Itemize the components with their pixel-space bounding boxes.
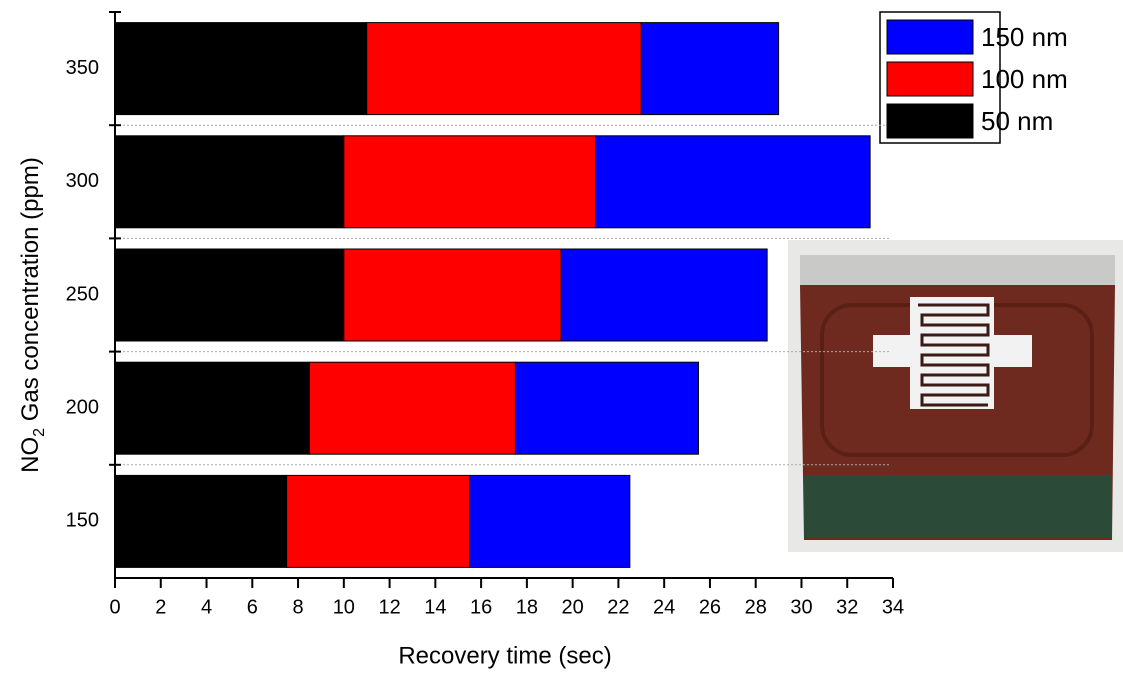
y-axis-label-rest: Gas concentration (ppm) [17,157,44,428]
bar-segment [470,475,630,567]
x-tick-label: 6 [247,596,258,618]
legend-label: 50 nm [981,106,1053,136]
x-tick-label: 26 [699,596,721,618]
x-axis-label: Recovery time (sec) [398,642,611,669]
x-tick-label: 20 [562,596,584,618]
bar-segment [596,136,871,228]
x-tick-label: 32 [836,596,858,618]
x-tick-label: 12 [378,596,400,618]
legend-label: 100 nm [981,64,1068,94]
y-axis-label-sub: 2 [31,428,48,437]
bar-segment [115,362,310,454]
y-tick-label: 300 [66,170,99,192]
legend-swatch [887,20,973,54]
device-photo [788,240,1123,552]
bar-segment [367,23,642,115]
bar-segment [310,362,516,454]
x-tick-label: 28 [745,596,767,618]
y-tick-label: 150 [66,510,99,532]
bar-segment [287,475,470,567]
x-tick-label: 16 [470,596,492,618]
x-tick-label: 4 [201,596,212,618]
chart: Recovery time (sec) NO2 Gas concentratio… [0,0,1123,674]
legend-swatch [887,62,973,96]
x-tick-label: 24 [653,596,675,618]
x-tick-label: 30 [790,596,812,618]
bar-segment [115,23,367,115]
x-tick-label: 18 [516,596,538,618]
bar-segment [115,249,344,341]
x-tick-label: 10 [333,596,355,618]
y-axis-label: NO2 Gas concentration (ppm) [17,157,48,473]
bar-segment [641,23,778,115]
bar-segment [515,362,698,454]
x-tick-label: 34 [882,596,904,618]
bar-segment [344,249,561,341]
x-tick-label: 0 [109,596,120,618]
x-tick-label: 14 [424,596,446,618]
bar-segment [115,136,344,228]
bar-segment [561,249,767,341]
bar-segment [115,475,287,567]
y-axis-label-main: NO [17,437,44,473]
legend-label: 150 nm [981,22,1068,52]
legend-swatch [887,104,973,138]
bar-segment [344,136,596,228]
y-tick-label: 200 [66,396,99,418]
y-tick-label: 250 [66,283,99,305]
x-tick-label: 8 [292,596,303,618]
y-tick-label: 350 [66,57,99,79]
x-tick-label: 22 [607,596,629,618]
x-tick-label: 2 [155,596,166,618]
